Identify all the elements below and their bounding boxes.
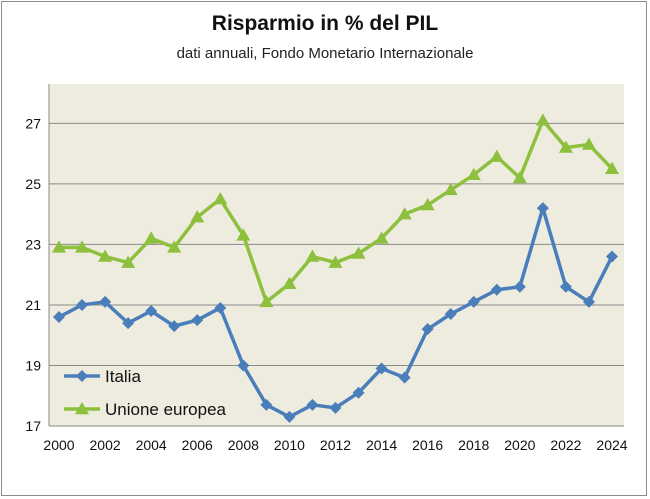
data-point [489, 149, 504, 162]
data-point [375, 362, 388, 375]
data-point [75, 240, 90, 253]
chart-subtitle: dati annuali, Fondo Monetario Internazio… [176, 45, 474, 62]
data-point [536, 202, 549, 215]
data-point [167, 240, 182, 253]
data-point [52, 240, 66, 253]
data-point [145, 304, 158, 317]
data-point [558, 140, 573, 153]
data-point [351, 246, 366, 259]
x-tick-label: 2016 [412, 437, 443, 453]
x-tick-label: 2004 [136, 437, 167, 453]
data-point [283, 410, 296, 423]
y-tick-label: 27 [25, 115, 41, 131]
x-tick-label: 2006 [182, 437, 213, 453]
y-tick-label: 21 [25, 297, 41, 313]
data-point [237, 359, 250, 372]
x-tick-label: 2014 [366, 437, 397, 453]
data-point [582, 295, 595, 308]
x-tick-label: 2002 [90, 437, 121, 453]
data-point [190, 210, 205, 223]
data-point [443, 182, 458, 196]
legend-label: Unione europea [105, 400, 227, 419]
data-point [121, 255, 136, 268]
data-point [329, 401, 342, 414]
data-point [76, 298, 89, 311]
data-point [421, 323, 434, 336]
data-point [305, 249, 320, 262]
data-point [99, 295, 112, 308]
data-point [512, 170, 527, 184]
data-point [535, 113, 550, 126]
data-point [490, 283, 503, 296]
x-tick-label: 2018 [458, 437, 489, 453]
x-tick-label: 2020 [504, 437, 535, 453]
data-point [398, 371, 411, 384]
data-point [581, 137, 596, 150]
data-point [98, 249, 113, 262]
legend-label: Italia [105, 367, 141, 386]
data-point [122, 317, 135, 330]
data-point [191, 314, 204, 327]
data-point [467, 295, 480, 308]
data-point [282, 276, 297, 290]
data-point [466, 167, 481, 181]
data-point [444, 308, 457, 321]
data-point [420, 198, 435, 211]
x-tick-label: 2012 [320, 437, 351, 453]
data-point [605, 161, 619, 174]
data-point [236, 228, 251, 241]
data-point [214, 301, 227, 314]
x-tick-label: 2024 [596, 437, 627, 453]
data-point [306, 398, 319, 411]
y-tick-label: 17 [25, 418, 41, 434]
legend-marker [76, 370, 88, 382]
data-point [260, 398, 273, 411]
data-point [606, 250, 618, 263]
y-tick-label: 25 [25, 176, 41, 192]
y-tick-label: 19 [25, 357, 41, 373]
data-point [213, 192, 228, 205]
data-point [397, 207, 412, 220]
data-point [352, 386, 365, 399]
x-tick-label: 2000 [43, 437, 74, 453]
x-tick-label: 2010 [274, 437, 305, 453]
legend-marker [75, 402, 89, 415]
chart-title: Risparmio in % del PIL [211, 12, 439, 35]
y-tick-label: 23 [25, 236, 41, 252]
data-point [53, 311, 65, 324]
data-point [513, 280, 526, 293]
x-tick-label: 2022 [550, 437, 581, 453]
data-point [168, 320, 181, 333]
data-point [374, 231, 389, 244]
x-tick-label: 2008 [228, 437, 259, 453]
data-point [328, 255, 343, 268]
data-point [144, 231, 159, 244]
data-point [559, 280, 572, 293]
data-point [259, 294, 274, 308]
